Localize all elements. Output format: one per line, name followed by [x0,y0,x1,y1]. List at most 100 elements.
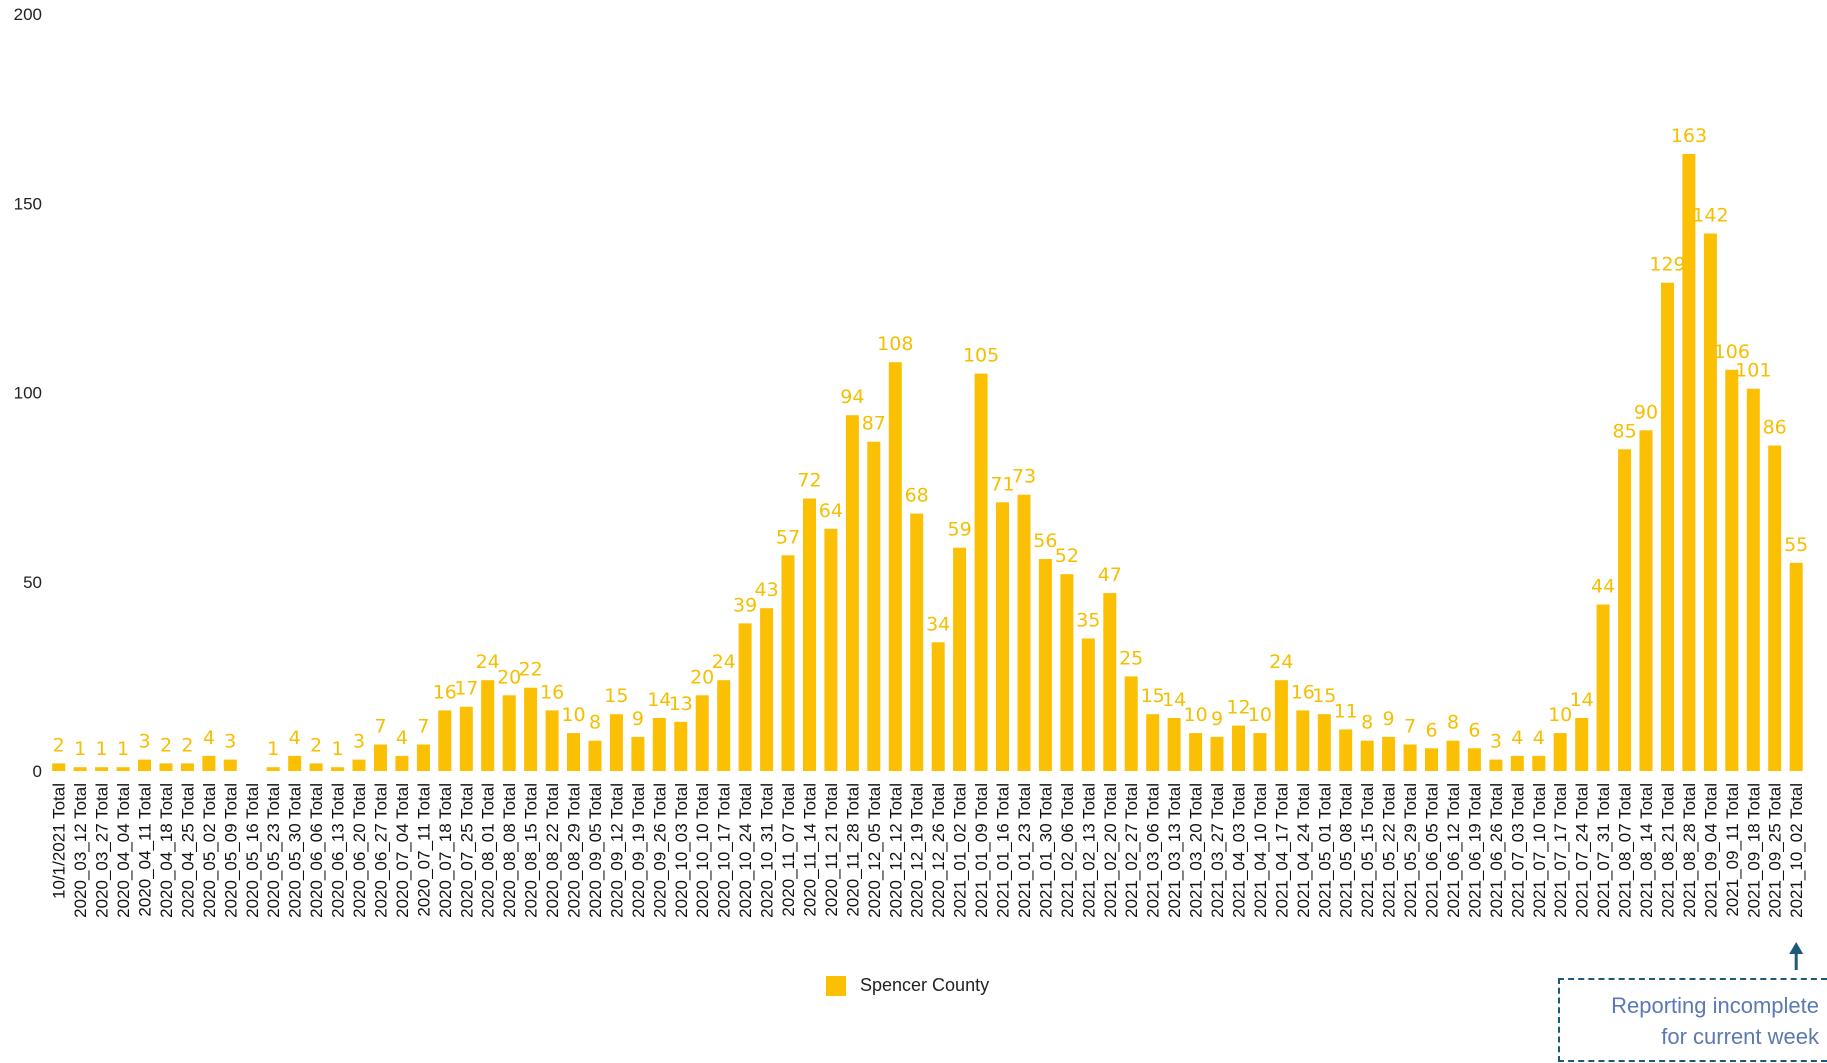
data-label: 39 [733,594,757,616]
bar [223,759,237,771]
bar [1317,714,1331,771]
bar [1489,759,1503,771]
x-tick-label: 2021_05_29 Total [1401,783,1420,918]
x-tick-label: 2020_08_15 Total [522,783,541,918]
bar [974,373,988,771]
data-label: 4 [396,727,408,749]
x-tick-label: 2020_10_10 Total [693,783,712,918]
bar [652,718,666,771]
x-tick-label: 2020_07_25 Total [457,783,476,918]
data-label: 87 [862,413,886,435]
bar [159,763,173,771]
x-tick-label: 2020_06_20 Total [350,783,369,918]
x-tick-label: 2021_03_13 Total [1165,783,1184,918]
x-tick-label: 2021_04_03 Total [1230,783,1249,918]
bar [1296,710,1310,771]
data-label: 86 [1763,417,1787,439]
bar [180,763,194,771]
x-tick-label: 2020_07_04 Total [393,783,412,918]
data-label: 10 [1184,704,1208,726]
x-tick-label: 2021_06_05 Total [1423,783,1442,918]
data-label: 9 [1211,708,1223,730]
data-label: 3 [138,731,150,753]
x-tick-label: 2021_08_21 Total [1659,783,1678,918]
x-tick-label: 2021_05_22 Total [1380,783,1399,918]
data-label: 7 [1404,716,1416,738]
data-label: 11 [1334,700,1358,722]
x-tick-label: 2021_09_25 Total [1766,783,1785,918]
data-label: 47 [1098,564,1122,586]
bar [996,502,1009,771]
data-label: 34 [926,613,950,635]
bar [1360,740,1374,771]
data-label: 24 [712,651,736,673]
data-label: 35 [1076,610,1100,632]
x-tick-label: 2021_03_27 Total [1208,783,1227,918]
bar [803,498,816,771]
data-label: 2 [181,734,193,756]
x-tick-label: 2021_04_24 Total [1294,783,1313,918]
data-label: 3 [1490,731,1502,753]
bar [1446,740,1460,771]
x-tick-label: 2020_12_05 Total [865,783,884,918]
data-label: 1 [96,738,108,760]
data-label: 13 [669,693,693,715]
data-label: 25 [1119,647,1143,669]
data-label: 85 [1613,420,1637,442]
data-label: 14 [1570,689,1594,711]
bar [545,710,559,771]
data-label: 4 [1533,727,1545,749]
x-tick-label: 2020_05_02 Total [200,783,219,918]
bar [1703,233,1717,771]
data-label: 68 [905,485,929,507]
bar [695,695,709,771]
bar [374,744,387,771]
x-tick-label: 2020_03_12 Total [71,783,90,918]
bar [1725,369,1739,771]
x-tick-label: 2020_04_04 Total [114,783,133,918]
data-label: 52 [1055,545,1079,567]
y-tick-label: 200 [14,5,42,24]
arrow-head [1789,942,1804,954]
data-label: 1 [74,738,86,760]
x-tick-label: 2021_08_28 Total [1680,783,1699,918]
bar [1682,154,1696,771]
bar [1425,748,1438,771]
bar [288,755,302,771]
data-label: 7 [374,716,386,738]
data-label: 1 [117,738,129,760]
note-line-1: Reporting incomplete [1611,993,1819,1018]
x-tick-label: 2021_08_14 Total [1637,783,1656,918]
x-tick-label: 2021_10_02 Total [1787,783,1806,918]
data-label: 8 [1447,712,1459,734]
legend-swatch [826,975,846,996]
data-label: 142 [1692,205,1728,227]
data-label: 3 [353,731,365,753]
x-tick-label: 2020_11_28 Total [843,783,862,917]
bar [1746,388,1760,771]
data-label: 20 [690,666,714,688]
data-label: 1 [267,738,279,760]
y-tick-label: 0 [33,762,42,781]
x-tick-label: 2020_12_26 Total [929,783,948,918]
data-label: 15 [1141,685,1165,707]
bars [52,154,1803,771]
bar [1103,593,1117,771]
data-label: 57 [776,526,800,548]
x-tick-label: 2020_10_03 Total [672,783,691,918]
x-tick-label: 2021_07_17 Total [1551,783,1570,918]
x-tick-label: 2020_04_25 Total [178,783,197,918]
bar [1060,574,1074,771]
x-tick-label: 2020_11_07 Total [779,783,798,917]
x-tick-label: 2020_03_27 Total [93,783,112,918]
data-label: 108 [877,333,913,355]
bar [1382,736,1396,771]
x-tick-label: 2020_05_30 Total [286,783,305,918]
data-label: 16 [433,681,457,703]
bar [1575,718,1589,771]
bar [953,547,967,771]
bar [1553,733,1567,771]
bar [674,721,688,771]
x-tick-label: 2021_09_04 Total [1701,783,1720,918]
x-tick-label: 2020_04_18 Total [157,783,176,918]
